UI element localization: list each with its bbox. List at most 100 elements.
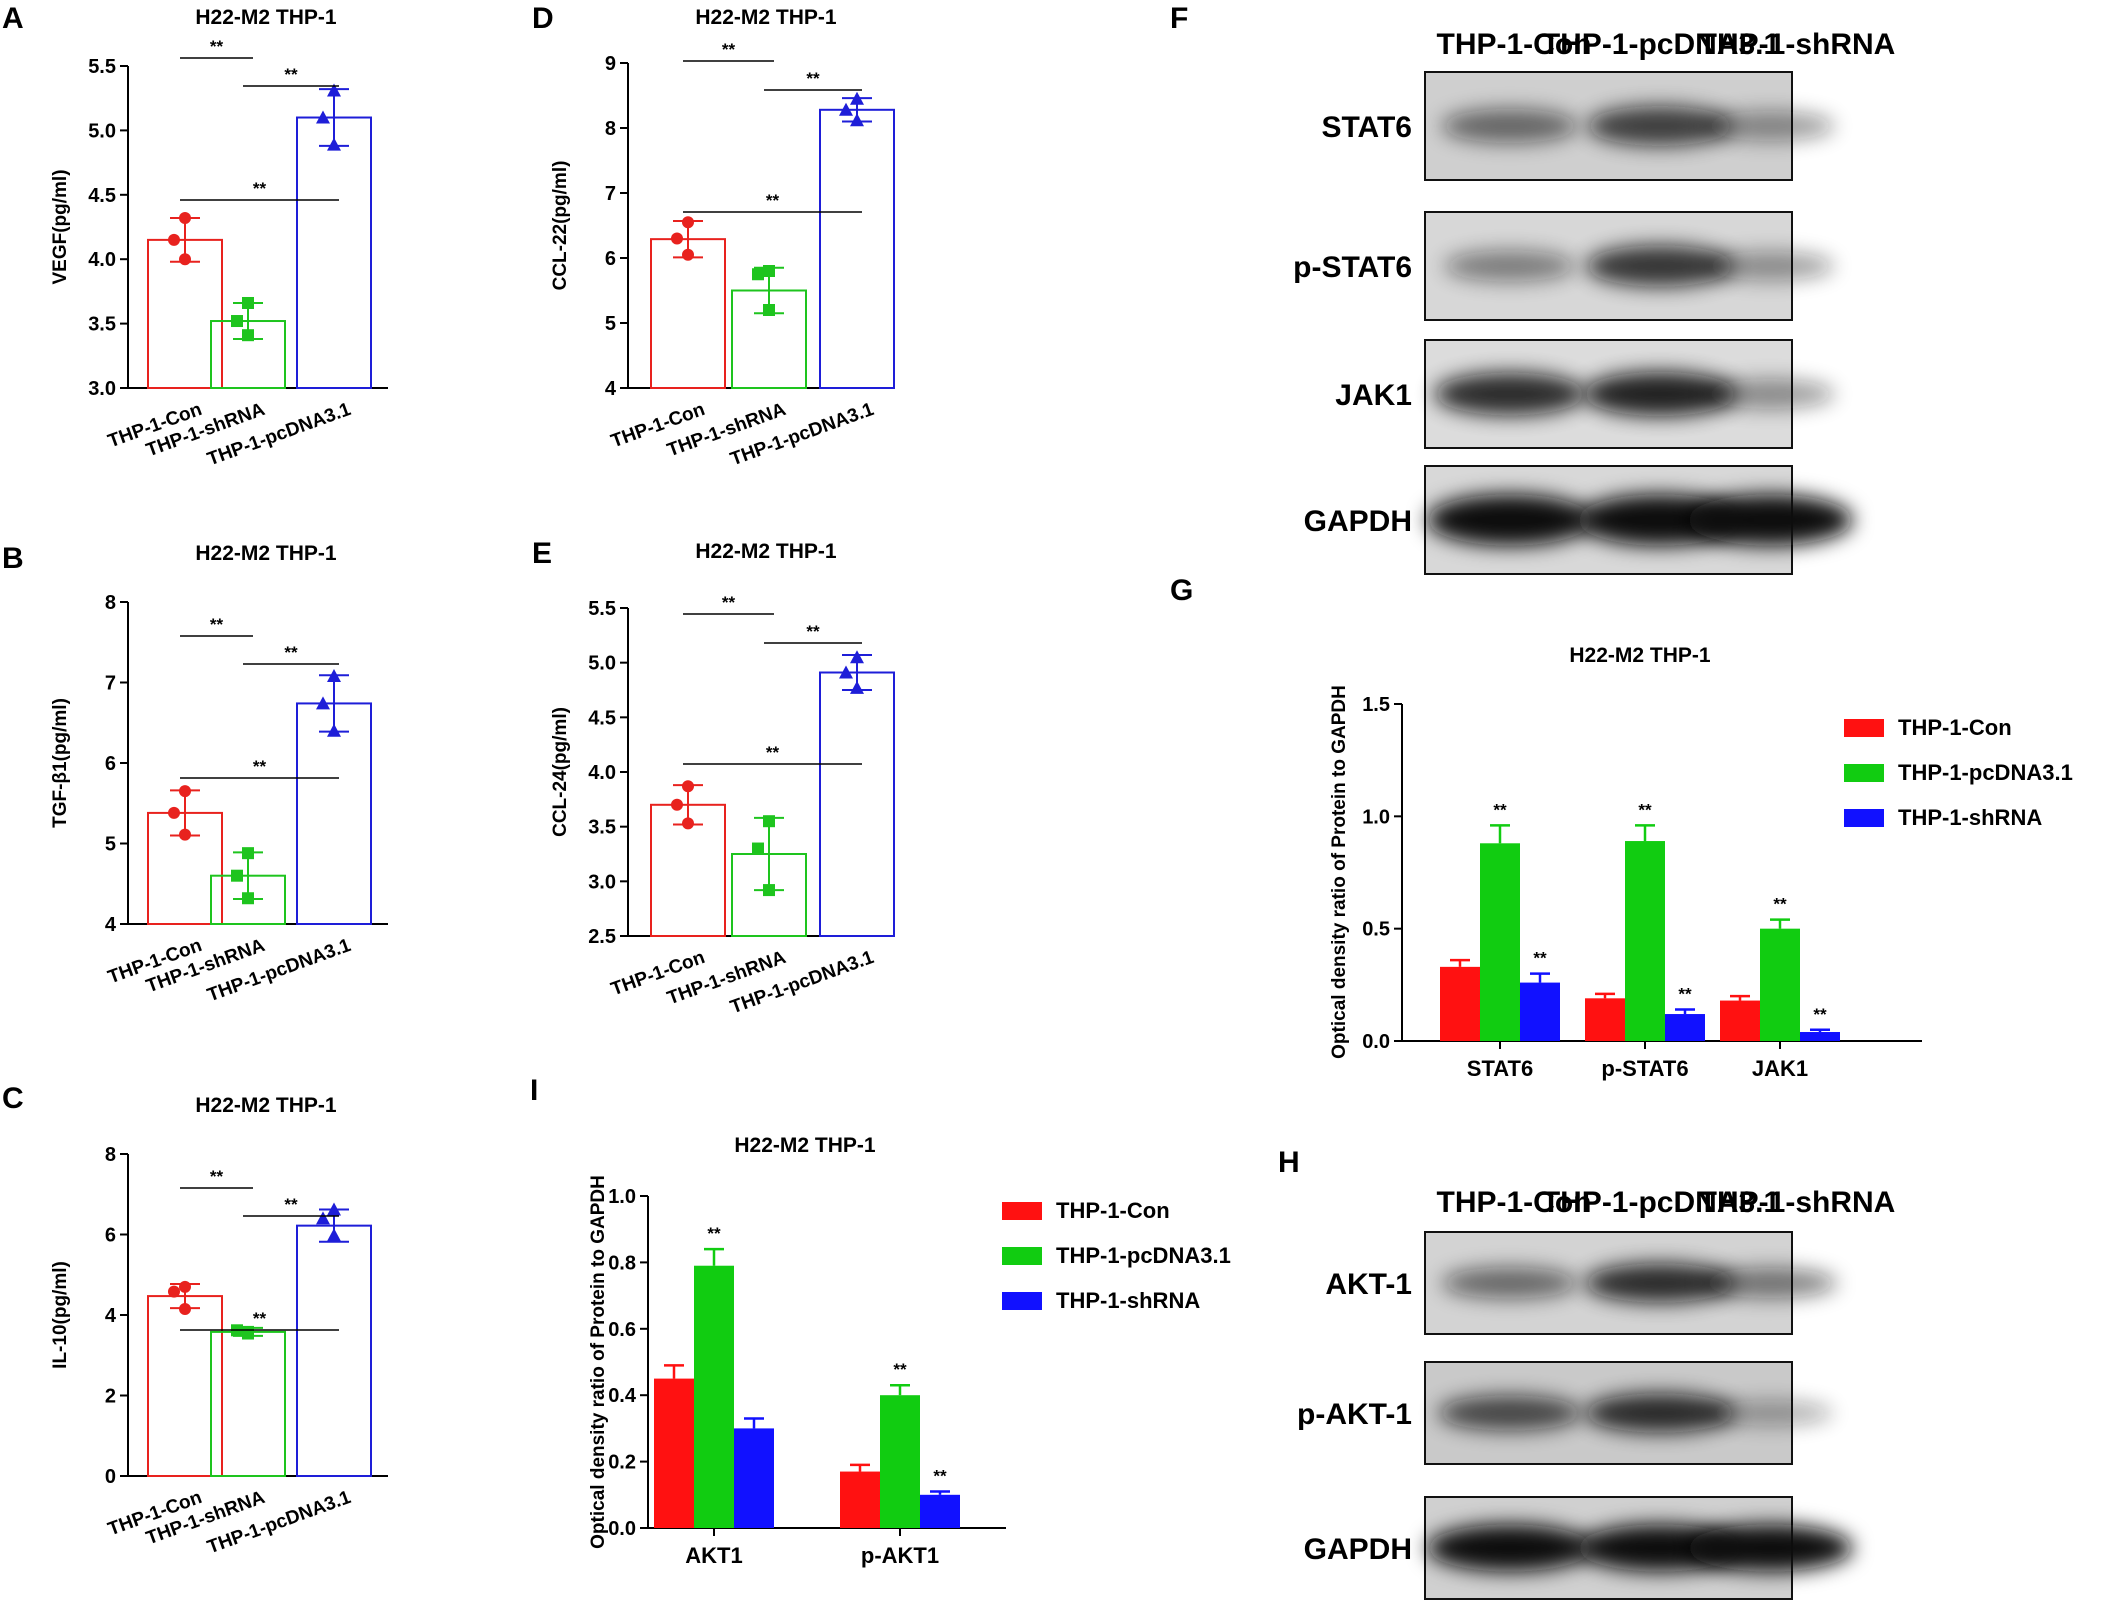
legend-swatch-2 <box>1844 764 1884 782</box>
data-point <box>327 1202 341 1216</box>
x-category-label: p-STAT6 <box>1601 1056 1688 1081</box>
lane-label: THP-1-Con <box>1437 28 1592 61</box>
y-tick-label: 6 <box>105 1225 116 1247</box>
bar-3 <box>1665 1014 1705 1041</box>
y-tick-label: 3.0 <box>588 871 616 893</box>
legend-label: THP-1-pcDNA3.1 <box>1056 1243 1231 1268</box>
legend-swatch-2 <box>1002 1247 1042 1265</box>
data-point <box>752 268 764 281</box>
bar-2 <box>1625 841 1665 1041</box>
y-tick-label: 5.0 <box>88 120 116 142</box>
data-point <box>839 665 853 679</box>
significance-label: ** <box>933 1466 947 1485</box>
y-tick-label: 0.0 <box>608 1518 636 1540</box>
significance-label: ** <box>722 40 736 59</box>
y-axis-label: Optical density ratio of Protein to GAPD… <box>588 1175 609 1549</box>
bar-1 <box>650 238 726 389</box>
panel-letter-i: I <box>530 1074 538 1107</box>
y-axis-label: CCL-22(pg/ml) <box>550 161 571 291</box>
y-tick-label: 4 <box>105 1305 117 1327</box>
data-point <box>168 1285 180 1298</box>
y-tick-label: 0.6 <box>608 1319 636 1341</box>
blots-layer: THP-1-ConTHP-1-pcDNA3.1THP-1-shRNASTAT6p… <box>1293 28 1896 1600</box>
legend-label: THP-1-Con <box>1056 1198 1170 1223</box>
chart-title: H22-M2 THP-1 <box>195 6 337 29</box>
y-tick-label: 1.5 <box>1362 694 1390 716</box>
significance-label: ** <box>284 1195 298 1214</box>
x-category-label: STAT6 <box>1467 1056 1533 1081</box>
y-tick-label: 6 <box>605 248 616 270</box>
data-point <box>168 233 180 246</box>
blot-band <box>1586 106 1734 146</box>
significance-label: ** <box>1773 895 1787 914</box>
blot-band <box>1584 1393 1736 1433</box>
chart-title: H22-M2 THP-1 <box>695 6 837 29</box>
chart-title: H22-M2 THP-1 <box>695 540 837 563</box>
data-point <box>671 798 683 811</box>
data-point <box>850 650 864 664</box>
lane-label: THP-1-Con <box>1437 1186 1592 1219</box>
charts-layer: H22-M2 THP-1 VEGF(pg/ml) 3.0 3.5 4.0 4.5 5.0 5.… <box>50 6 2073 1568</box>
row-label: STAT6 <box>1321 111 1412 144</box>
chart-title: H22-M2 THP-1 <box>1569 644 1711 667</box>
lane-label: THP-1-shRNA <box>1699 1186 1896 1219</box>
blot-band <box>1585 245 1735 287</box>
data-point <box>752 842 764 855</box>
bar-1 <box>840 1471 880 1528</box>
blot-band <box>1702 1268 1838 1298</box>
blot-band <box>1705 111 1835 141</box>
bar-1 <box>1720 1000 1760 1041</box>
bar-2 <box>1760 928 1800 1041</box>
lane-label: THP-1-pcDNA3.1 <box>1542 1186 1780 1219</box>
y-tick-label: 4.5 <box>588 707 616 729</box>
data-point <box>327 137 341 151</box>
blot-band <box>1687 494 1853 546</box>
blot-band <box>1427 1524 1593 1572</box>
y-tick-label: 7 <box>105 673 116 695</box>
panel-letter-g: G <box>1170 574 1193 607</box>
data-point <box>850 680 864 694</box>
blot-band <box>1444 250 1576 282</box>
data-point <box>242 847 254 860</box>
y-tick-label: 0.4 <box>608 1385 637 1407</box>
significance-label: ** <box>253 1309 267 1328</box>
bar-3 <box>1520 982 1560 1041</box>
chart-c: H22-M2 THP-1IL-10(pg/ml)02468THP-1-ConTH… <box>50 1094 388 1558</box>
bar-2 <box>880 1395 920 1528</box>
data-point <box>839 102 853 116</box>
chart-title: H22-M2 THP-1 <box>195 1094 337 1117</box>
significance-label: ** <box>707 1224 721 1243</box>
y-tick-label: 8 <box>105 592 116 614</box>
data-point <box>682 817 694 830</box>
chart-d: H22-M2 THP-1CCL-22(pg/ml)456789THP-1-Con… <box>550 6 895 470</box>
y-tick-label: 0.5 <box>1362 919 1390 941</box>
data-point <box>242 296 254 309</box>
bar-3 <box>1800 1032 1840 1041</box>
significance-label: ** <box>1638 800 1652 819</box>
panel-letter-d: D <box>532 2 554 35</box>
y-tick-label: 4 <box>605 378 617 400</box>
legend-swatch-1 <box>1844 719 1884 737</box>
row-label: JAK1 <box>1335 379 1412 412</box>
chart-b: H22-M2 THP-1TGF-β1(pg/ml)45678THP-1-ConT… <box>50 542 388 1006</box>
panel-letter-c: C <box>2 1082 24 1115</box>
y-tick-label: 5.0 <box>588 653 616 675</box>
significance-label: ** <box>806 69 820 88</box>
legend-label: THP-1-pcDNA3.1 <box>1898 760 2073 785</box>
bar-3 <box>734 1428 774 1528</box>
lane-label: THP-1-shRNA <box>1699 28 1896 61</box>
data-point <box>179 828 191 841</box>
chart-g: H22-M2 THP-1 Optical density ratio of Pro… <box>1329 644 2073 1081</box>
x-category-label: p-AKT1 <box>861 1543 939 1568</box>
data-point <box>179 253 191 266</box>
data-point <box>242 329 254 342</box>
significance-label: ** <box>253 757 267 776</box>
significance-label: ** <box>284 65 298 84</box>
blot-band <box>1438 1395 1582 1431</box>
blot-band <box>1584 1263 1736 1303</box>
lane-label: THP-1-pcDNA3.1 <box>1542 28 1780 61</box>
y-tick-label: 5 <box>105 834 116 856</box>
panel-letter-e: E <box>532 537 552 570</box>
